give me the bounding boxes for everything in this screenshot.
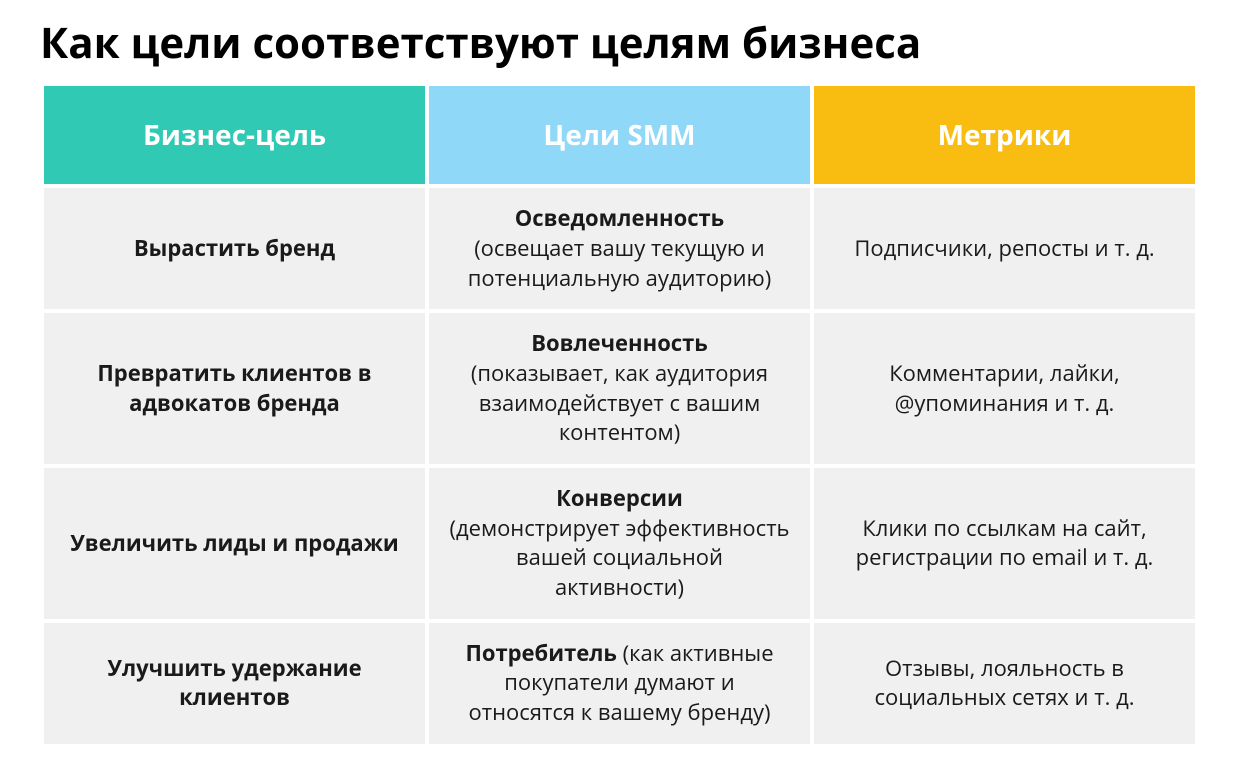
header-smm: Цели SMM (429, 86, 810, 184)
cell-business: Превратить клиентов в адвокатов бренда (44, 313, 425, 464)
smm-bold: Вовлеченность (531, 328, 708, 358)
table-row: Улучшить удержание клиентовПотребитель (… (44, 623, 1195, 744)
smm-bold: Потребитель (465, 638, 617, 668)
smm-bold: Осведомленность (515, 203, 724, 233)
smm-detail: (освещает вашу текущую и потенциальную а… (468, 233, 772, 293)
cell-smm: Вовлеченность (показывает, как аудитория… (429, 313, 810, 464)
cell-business: Увеличить лиды и продажи (44, 468, 425, 619)
table-header-row: Бизнес-цель Цели SMM Метрики (44, 86, 1195, 184)
table-row: Превратить клиентов в адвокатов брендаВо… (44, 313, 1195, 464)
cell-metrics: Отзывы, лояльность в социальных сетях и … (814, 623, 1195, 744)
goals-table: Бизнес-цель Цели SMM Метрики Вырастить б… (40, 82, 1199, 748)
table-row: Увеличить лиды и продажиКонверсии (демон… (44, 468, 1195, 619)
cell-business: Улучшить удержание клиентов (44, 623, 425, 744)
cell-smm: Потребитель (как активные покупатели дум… (429, 623, 810, 744)
cell-smm: Конверсии (демонстрирует эффективность в… (429, 468, 810, 619)
cell-business: Вырастить бренд (44, 188, 425, 309)
cell-smm: Осведомленность (освещает вашу текущую и… (429, 188, 810, 309)
cell-metrics: Подписчики, репосты и т. д. (814, 188, 1195, 309)
cell-metrics: Клики по ссылкам на сайт, регистрации по… (814, 468, 1195, 619)
page-title: Как цели соответствуют целям бизнеса (40, 20, 1199, 66)
smm-detail: (демонстрирует эффективность вашей социа… (449, 513, 789, 602)
header-business: Бизнес-цель (44, 86, 425, 184)
table-body: Вырастить брендОсведомленность (освещает… (44, 188, 1195, 744)
cell-metrics: Комментарии, лайки, @упоминания и т. д. (814, 313, 1195, 464)
header-metrics: Метрики (814, 86, 1195, 184)
smm-detail: (показывает, как аудитория взаимодейству… (471, 358, 768, 447)
table-row: Вырастить брендОсведомленность (освещает… (44, 188, 1195, 309)
smm-bold: Конверсии (556, 483, 683, 513)
